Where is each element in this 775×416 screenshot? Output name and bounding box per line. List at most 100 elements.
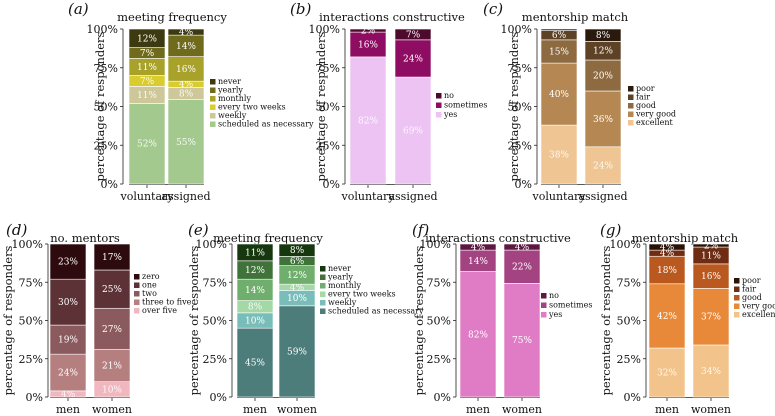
legend-label: yes: [443, 110, 457, 119]
y-axis-label: percentage of responders: [93, 31, 107, 181]
y-tick-label: 25%: [427, 353, 451, 366]
legend-swatch: [628, 111, 634, 117]
panel-d: (d) no. mentors 0% 25% 50% 75% 100%percentage …: [1, 221, 192, 416]
y-tick-label: 50%: [508, 101, 532, 114]
bar-segment: [648, 347, 686, 398]
y-axis-label: percentage of responders: [599, 245, 613, 395]
bar-segment: [349, 31, 387, 58]
y-tick-label: 75%: [19, 276, 43, 289]
bar-segment: [540, 124, 578, 185]
bar-segment: [648, 243, 686, 251]
bar-data-label: 12%: [593, 47, 613, 57]
legend-swatch: [134, 291, 140, 297]
legend-swatch: [734, 286, 740, 292]
bar-segment: [278, 243, 316, 257]
legend-label: yearly: [327, 273, 353, 282]
y-tick-label: 100%: [87, 23, 118, 36]
legend-swatch: [628, 86, 634, 92]
bar-data-label: 17%: [102, 253, 122, 263]
legend-swatch: [320, 283, 326, 289]
y-tick-label: 0%: [434, 391, 451, 404]
bar-data-label: 55%: [176, 138, 196, 148]
legend-label: excellent: [742, 310, 775, 319]
legend-swatch: [320, 274, 326, 280]
legend-label: three to five: [142, 298, 192, 307]
legend-swatch: [320, 300, 326, 306]
legend-label: poor: [742, 276, 761, 285]
bar-segment: [93, 307, 131, 350]
y-tick-label: 50%: [427, 315, 451, 328]
bar-data-label: 34%: [701, 367, 721, 377]
legend-swatch: [734, 303, 740, 309]
legend-swatch: [134, 274, 140, 280]
y-axis-label: percentage of responders: [1, 245, 15, 395]
bar-data-label: 23%: [58, 258, 78, 268]
legend-label: monthly: [328, 281, 361, 290]
bar-data-label: 8%: [179, 89, 194, 99]
bar-data-label: 4%: [179, 28, 194, 38]
panel-letter: (e): [188, 221, 209, 239]
bar-data-label: 59%: [287, 347, 307, 357]
y-tick-label: 0%: [515, 178, 532, 191]
y-axis-label: percentage of responders: [412, 245, 426, 395]
panel-c: (c) mentorship match 0% 25% 50% 75% 100%percen…: [483, 0, 676, 203]
y-tick-label: 0%: [624, 391, 641, 404]
legend-label: never: [328, 264, 351, 273]
bar-data-label: 7%: [140, 77, 155, 87]
bar-data-label: 4%: [515, 243, 530, 253]
legend-label: poor: [636, 84, 655, 93]
y-tick-label: 50%: [94, 101, 118, 114]
legend-swatch: [134, 308, 140, 314]
panel-title: mentorship match: [632, 231, 739, 245]
y-tick-label: 25%: [508, 139, 532, 152]
bar-segment: [167, 56, 205, 82]
bar-segment: [692, 344, 730, 398]
bar-data-label: 7%: [140, 49, 155, 59]
y-tick-label: 75%: [316, 62, 340, 75]
bar-data-label: 11%: [701, 251, 721, 261]
bar-data-label: 8%: [248, 303, 263, 313]
legend-swatch: [436, 112, 442, 118]
bar-data-label: 6%: [552, 31, 567, 41]
y-tick-label: 50%: [203, 315, 227, 328]
panel-a: (a) meeting frequency 0% 25% 50% 75% 100%perce…: [68, 0, 314, 203]
bar-data-label: 14%: [468, 257, 488, 267]
bar-segment: [236, 243, 274, 262]
legend-swatch: [210, 79, 216, 85]
bar-segment: [49, 353, 87, 392]
legend-label: good: [742, 293, 762, 302]
legend-label: scheduled as necessary: [218, 120, 314, 129]
x-tick-label: men: [466, 403, 490, 416]
legend-label: weekly: [328, 298, 357, 307]
bar-data-label: 82%: [468, 330, 488, 340]
legend-label: sometimes: [444, 101, 487, 110]
legend-label: one: [142, 281, 157, 290]
x-tick-label: voluntary: [532, 190, 587, 203]
y-tick-label: 100%: [420, 238, 451, 251]
legend-swatch: [134, 299, 140, 305]
y-tick-label: 75%: [427, 276, 451, 289]
bar-segment: [278, 305, 316, 398]
x-tick-label: assigned: [578, 190, 627, 203]
bar-data-label: 12%: [245, 266, 265, 276]
bar-segment: [584, 146, 622, 185]
legend-swatch: [210, 121, 216, 127]
legend-label: very good: [635, 110, 676, 119]
bar-data-label: 4%: [660, 249, 675, 259]
legend-swatch: [210, 104, 216, 110]
y-tick-label: 25%: [203, 353, 227, 366]
bar-segment: [503, 283, 541, 398]
y-tick-label: 0%: [26, 391, 43, 404]
bar-data-label: 12%: [287, 271, 307, 281]
bar-data-label: 8%: [290, 246, 305, 256]
legend-swatch: [436, 102, 442, 108]
bar-data-label: 69%: [403, 127, 423, 137]
bar-segment: [394, 39, 432, 78]
panel-title: mentorship match: [522, 10, 629, 24]
legend-swatch: [320, 266, 326, 272]
legend-label: never: [218, 77, 241, 86]
bar-segment: [459, 271, 497, 398]
x-tick-label: voluntary: [120, 190, 175, 203]
bar-data-label: 20%: [593, 72, 613, 82]
